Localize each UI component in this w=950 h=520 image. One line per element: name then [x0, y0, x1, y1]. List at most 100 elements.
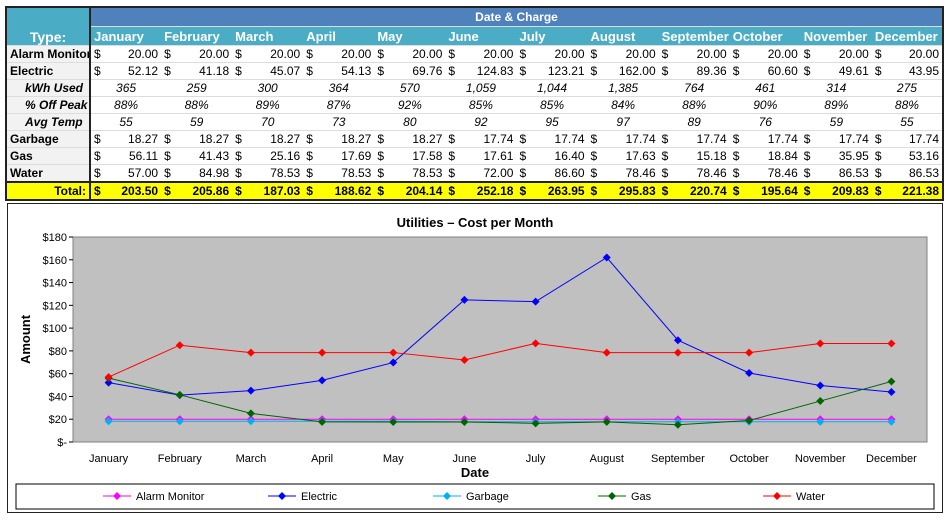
- cell-value: 17.74: [767, 132, 798, 146]
- currency-symbol: $: [164, 132, 171, 146]
- currency-symbol: $: [732, 132, 740, 146]
- cell: 1,044: [516, 79, 588, 97]
- cell-value: 78.53: [412, 166, 443, 180]
- cell: 88%: [871, 96, 943, 114]
- currency-symbol: $: [519, 64, 527, 78]
- cell-value: 20.00: [625, 47, 656, 61]
- chart-title: Utilities – Cost per Month: [397, 215, 554, 230]
- currency-symbol: $: [94, 132, 101, 146]
- table-row: kWh Used 365 259 300 364 570 1,059 1,044 1,385 76…: [6, 79, 943, 97]
- cell: $124.83: [445, 62, 517, 80]
- cell: $78.46: [658, 164, 730, 183]
- cell: $84.98: [161, 164, 233, 183]
- total-cell: $195.64: [729, 181, 801, 201]
- cell: 55: [871, 113, 943, 131]
- y-tick-label: $20: [49, 414, 67, 426]
- currency-symbol: $: [519, 166, 527, 180]
- data-point: [246, 409, 255, 418]
- x-tick-label: November: [795, 453, 846, 465]
- cell: $18.27: [90, 130, 162, 148]
- x-tick-label: July: [526, 453, 546, 465]
- currency-symbol: $: [874, 47, 882, 61]
- x-tick-label: June: [452, 453, 476, 465]
- data-point: [389, 348, 398, 357]
- cell-value: 86.53: [838, 166, 869, 180]
- data-point: [531, 297, 540, 306]
- cell: 95: [516, 113, 588, 131]
- total-value: 221.38: [902, 184, 939, 198]
- cell: $20.00: [871, 45, 943, 63]
- currency-symbol: $: [519, 184, 527, 198]
- table-row: Gas $56.11 $41.43 $25.16 $17.69 $17.58 $17.61 $…: [6, 147, 943, 165]
- legend-label: Water: [796, 491, 825, 503]
- cell-value: 20.00: [270, 47, 301, 61]
- cell-value: 60.60: [767, 64, 798, 78]
- cell: 365: [90, 79, 162, 97]
- utilities-chart: Utilities – Cost per Month $- $20 $40 $60 $80…: [7, 203, 943, 513]
- currency-symbol: $: [377, 47, 384, 61]
- x-tick-label: January: [89, 453, 129, 465]
- y-tick-label: $-: [57, 437, 67, 449]
- currency-symbol: $: [590, 184, 598, 198]
- cell-value: 162.00: [618, 64, 656, 78]
- legend-label: Garbage: [466, 491, 509, 503]
- data-point: [389, 358, 398, 367]
- legend-label: Gas: [631, 491, 652, 503]
- currency-symbol: $: [803, 149, 811, 163]
- currency-symbol: $: [306, 132, 313, 146]
- cell-value: 123.21: [547, 64, 585, 78]
- cell: $20.00: [90, 45, 162, 63]
- table-row: Electric $52.12 $41.18 $45.07 $54.13 $69.76 $1…: [6, 62, 943, 80]
- cell: $25.16: [232, 147, 304, 165]
- month-header: June: [445, 26, 517, 46]
- data-point: [816, 381, 825, 390]
- cell-value: 52.12: [128, 64, 159, 78]
- cell: $89.36: [658, 62, 730, 80]
- data-point: [460, 417, 469, 426]
- currency-symbol: $: [377, 64, 384, 78]
- y-tick-label: $80: [49, 346, 67, 358]
- cell: $18.27: [232, 130, 304, 148]
- cell: 85%: [445, 96, 517, 114]
- cell-value: 20.00: [483, 47, 514, 61]
- total-cell: $209.83: [800, 181, 872, 201]
- data-point: [175, 341, 184, 350]
- cell: 73: [303, 113, 375, 131]
- table-row: Garbage $18.27 $18.27 $18.27 $18.27 $18.27 $17…: [6, 130, 943, 148]
- data-point: [389, 417, 398, 426]
- total-cell: $187.03: [232, 181, 304, 201]
- cell: $57.00: [90, 164, 162, 183]
- cell-value: 18.27: [128, 132, 159, 146]
- data-point: [745, 348, 754, 357]
- data-point: [887, 417, 896, 426]
- month-header: May: [374, 26, 446, 46]
- cell-value: 20.00: [128, 47, 159, 61]
- cell: $72.00: [445, 164, 517, 183]
- plot-area: [72, 236, 928, 443]
- cell: $86.60: [516, 164, 588, 183]
- data-point: [531, 419, 540, 428]
- cell-value: 69.76: [412, 64, 443, 78]
- currency-symbol: $: [448, 64, 456, 78]
- data-point: [745, 416, 754, 425]
- table-row: % Off Peak 88% 88% 89% 87% 92% 85% 85% 84% 88% 90%…: [6, 96, 943, 114]
- cell: $45.07: [232, 62, 304, 80]
- data-point: [246, 386, 255, 395]
- x-tick-label: August: [590, 453, 624, 465]
- cell: $43.95: [871, 62, 943, 80]
- cell-value: 17.74: [838, 132, 869, 146]
- currency-symbol: $: [732, 64, 740, 78]
- currency-symbol: $: [235, 184, 242, 198]
- cell: 259: [161, 79, 233, 97]
- data-point: [104, 378, 113, 387]
- data-point: [531, 339, 540, 348]
- total-value: 205.86: [192, 184, 230, 198]
- cell-value: 17.58: [412, 149, 443, 163]
- legend-marker: [443, 492, 451, 500]
- cell-value: 57.00: [128, 166, 159, 180]
- cell: $54.13: [303, 62, 375, 80]
- currency-symbol: $: [661, 132, 669, 146]
- cell-value: 20.00: [838, 47, 869, 61]
- cell-value: 17.74: [696, 132, 727, 146]
- x-tick-label: May: [383, 453, 404, 465]
